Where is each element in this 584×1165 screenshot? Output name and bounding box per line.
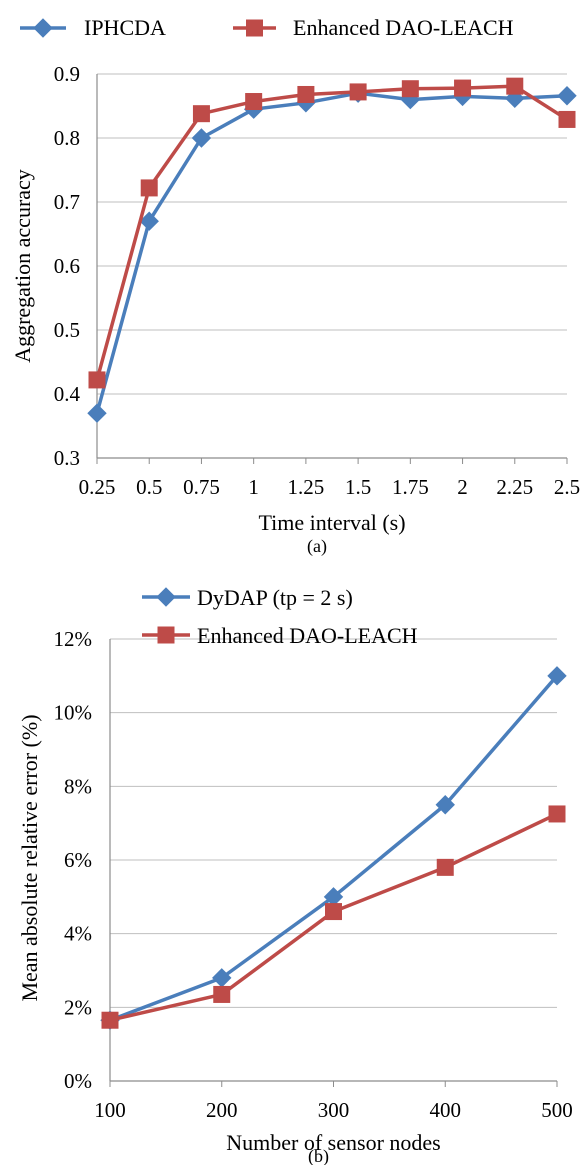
legend-entry: IPHCDA xyxy=(20,15,166,40)
data-point xyxy=(349,83,367,101)
y-tick-label: 0.8 xyxy=(54,126,80,150)
x-tick-label: 2 xyxy=(457,475,468,499)
series-line xyxy=(95,84,568,381)
y-tick-label: 0% xyxy=(64,1069,92,1093)
x-tick-label: 2.5 xyxy=(554,475,580,499)
y-tick-label: 0.4 xyxy=(54,382,81,406)
data-point xyxy=(192,105,210,123)
square-marker-icon xyxy=(157,626,175,644)
diamond-marker-icon xyxy=(156,587,176,607)
y-axis-title: Mean absolute relative error (%) xyxy=(17,714,42,1001)
data-point xyxy=(435,795,455,815)
data-point xyxy=(245,93,263,111)
y-tick-label: 0.9 xyxy=(54,62,80,86)
series-line xyxy=(109,674,559,1022)
chart-b: 0% 2% 4% 6% 8% 10% 12% 100 200 300 400 500 Number of… xyxy=(17,585,573,1165)
y-tick-label: 0.7 xyxy=(54,190,80,214)
y-tick-label: 0.5 xyxy=(54,318,80,342)
figure-caption: (a) xyxy=(307,536,327,557)
data-point xyxy=(436,858,454,876)
y-tick-label: 0.6 xyxy=(54,254,80,278)
x-tick-label: 1.75 xyxy=(392,475,429,499)
data-point xyxy=(547,666,567,686)
y-tick-label: 6% xyxy=(64,848,92,872)
data-point xyxy=(506,77,524,95)
square-marker-icon xyxy=(246,19,263,37)
data-point xyxy=(213,985,231,1003)
y-tick-label: 8% xyxy=(64,774,92,798)
data-point xyxy=(548,805,566,823)
y-tick-label: 12% xyxy=(54,627,93,651)
figure-caption: (b) xyxy=(308,1146,329,1165)
chart-a: 0.3 0.4 0.5 0.6 0.7 0.8 0.9 0.25 0.5 0.75 1 1.25 1.5… xyxy=(10,15,580,557)
x-tick-label: 100 xyxy=(94,1098,126,1122)
y-tick-label: 2% xyxy=(64,995,92,1019)
x-tick-label: 0.5 xyxy=(136,475,162,499)
x-tick-label: 1.25 xyxy=(288,475,325,499)
series-1 xyxy=(101,805,566,1029)
data-point xyxy=(454,79,472,97)
legend-entry: DyDAP (tp = 2 s) xyxy=(142,585,353,610)
series-line xyxy=(95,91,568,414)
x-tick-label: 500 xyxy=(541,1098,573,1122)
legend-label: DyDAP (tp = 2 s) xyxy=(197,585,353,610)
data-point xyxy=(139,211,159,231)
data-point xyxy=(325,903,342,921)
data-point xyxy=(140,179,158,197)
data-point xyxy=(101,1011,119,1029)
x-tick-label: 300 xyxy=(318,1098,350,1122)
data-point xyxy=(87,403,107,423)
x-axis-title: Number of sensor nodes xyxy=(226,1130,440,1155)
x-tick-label: 2.25 xyxy=(496,475,533,499)
y-axis-title: Aggregation accuracy xyxy=(10,169,35,363)
y-tick-label: 0.3 xyxy=(54,446,80,470)
data-point xyxy=(191,128,212,148)
diamond-marker-icon xyxy=(33,18,53,38)
data-point xyxy=(557,86,577,106)
y-tick-label: 4% xyxy=(64,922,92,946)
legend-entry: Enhanced DAO-LEACH xyxy=(142,623,418,648)
legend-label: Enhanced DAO-LEACH xyxy=(197,623,418,648)
series-0 xyxy=(100,666,567,1030)
data-point xyxy=(401,80,419,98)
data-point xyxy=(297,85,315,103)
data-point xyxy=(88,371,106,389)
legend-label: IPHCDA xyxy=(84,15,166,40)
series-1 xyxy=(88,77,576,389)
x-tick-label: 1 xyxy=(248,475,259,499)
x-tick-label: 0.75 xyxy=(183,475,220,499)
x-tick-label: 0.25 xyxy=(79,475,116,499)
x-axis-title: Time interval (s) xyxy=(258,510,405,535)
legend-entry: Enhanced DAO-LEACH xyxy=(233,15,514,40)
legend-label: Enhanced DAO-LEACH xyxy=(293,15,514,40)
data-point xyxy=(558,110,576,128)
x-tick-label: 1.5 xyxy=(345,475,371,499)
y-tick-label: 10% xyxy=(54,701,93,725)
x-tick-label: 200 xyxy=(206,1098,238,1122)
x-tick-label: 400 xyxy=(430,1098,462,1122)
series-0 xyxy=(87,83,577,423)
